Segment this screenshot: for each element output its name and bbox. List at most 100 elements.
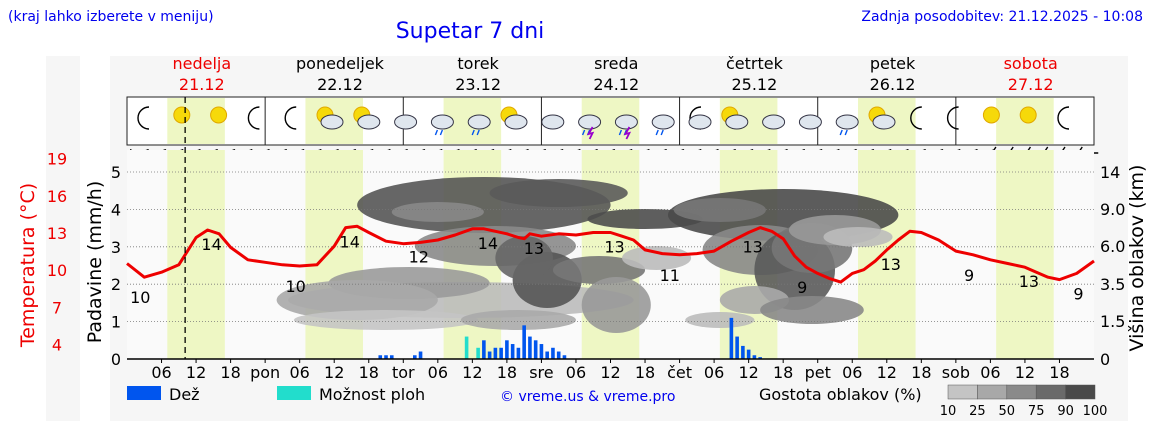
rain-drop	[476, 129, 480, 136]
rain-drop	[618, 129, 623, 136]
moon-shape	[1057, 106, 1070, 130]
precip-bar	[758, 357, 762, 359]
cloud-density-level: 50	[999, 404, 1016, 419]
cloud-blob	[293, 310, 479, 330]
showers-legend-swatch	[277, 386, 311, 400]
rain-drop	[655, 129, 659, 136]
x-axis-ticks: 06 12 18 pon 06 12 18 tor 06 12 18 sre 06 12 18 čet 06 12…	[151, 359, 1070, 382]
precip-tick: 3	[111, 238, 121, 257]
lightning-bolt	[586, 126, 595, 140]
cloud-icon	[541, 114, 565, 130]
temperature-label: 11	[660, 266, 680, 285]
precip-bar	[464, 336, 469, 359]
temperature-label: 14	[478, 234, 498, 253]
rain-legend-label: Dež	[169, 385, 200, 404]
cloud-height-tick: 1.5	[1100, 312, 1125, 331]
sun-disc	[982, 106, 1000, 124]
precip-bar	[545, 351, 549, 359]
precip-bar	[384, 355, 388, 359]
x-tick-label: 18	[220, 363, 240, 382]
temperature-label: 13	[881, 255, 901, 274]
temperature-label: 13	[524, 239, 544, 258]
x-tick-label: pet	[805, 363, 831, 382]
moon-cloud-icon	[688, 106, 712, 130]
x-tick-label: 18	[773, 363, 793, 382]
cloud-density-swatch	[1065, 384, 1096, 400]
cloud-blob	[489, 179, 628, 207]
precip-bar	[735, 336, 739, 359]
precip-bar	[522, 325, 526, 359]
x-tick-label: 18	[359, 363, 379, 382]
x-tick-label: sob	[942, 363, 970, 382]
x-tick-label: 12	[1015, 363, 1035, 382]
cloud-height-tick: 14	[1100, 163, 1120, 182]
temperature-label: 9	[797, 278, 807, 297]
rain-drop	[839, 129, 843, 136]
cloud-blob	[552, 256, 646, 284]
temperature-label: 14	[201, 235, 221, 254]
moon-icon	[1057, 106, 1070, 130]
precip-bar	[499, 347, 503, 359]
temperature-tick: 13	[47, 224, 67, 243]
sun-cloud-icon	[316, 106, 344, 130]
x-tick-label: 12	[462, 363, 482, 382]
daylight-band	[996, 150, 1054, 359]
temperature-tick: 10	[47, 261, 67, 280]
x-tick-label: 12	[324, 363, 344, 382]
temperature-labels: 10 14 10 14 12 14 13 13 11 13 9 13 9 13 9	[130, 233, 1083, 308]
cloud-shape	[688, 114, 712, 130]
cloud-height-axis-title: Višina oblakov (km)	[1126, 165, 1148, 352]
moon-icon	[284, 106, 297, 130]
x-tick-label: 18	[497, 363, 517, 382]
rain-drop	[660, 129, 664, 136]
precip-bar	[505, 340, 509, 359]
x-tick-label: 12	[738, 363, 758, 382]
cloud-shape	[578, 114, 602, 130]
sun-icon	[1019, 106, 1037, 124]
temperature-label: 9	[964, 266, 974, 285]
rain-cloud-icon	[835, 114, 859, 136]
cloud-density-level: 100	[1083, 404, 1108, 419]
moon-icon	[946, 106, 959, 130]
day-date: 23.12	[455, 75, 501, 94]
sun-icon	[982, 106, 1000, 124]
precip-bar	[729, 317, 734, 359]
cloud-shape	[357, 114, 381, 130]
cloud-blob	[621, 246, 692, 270]
cloud-density-swatch	[1006, 384, 1037, 400]
temperature-label: 10	[285, 277, 305, 296]
cloud-shape	[798, 114, 822, 130]
temperature-label: 13	[1019, 272, 1039, 291]
precip-bar	[562, 355, 567, 359]
cloud-density-level: 10	[940, 404, 957, 419]
cloud-density	[276, 177, 899, 333]
rain-drop	[581, 129, 586, 136]
storm-icon	[614, 114, 638, 140]
x-tick-label: 06	[428, 363, 448, 382]
precip-bar	[533, 340, 538, 359]
day-name: sreda	[594, 54, 638, 73]
precip-bar	[476, 347, 480, 359]
weather-icons	[137, 106, 1070, 140]
cloud-height-tick: 0	[1100, 350, 1110, 369]
cloud-shape	[651, 114, 675, 130]
precip-bar	[482, 340, 486, 359]
day-date: 27.12	[1008, 75, 1054, 94]
precip-bar	[510, 344, 515, 359]
x-tick-label: sre	[529, 363, 553, 382]
location-hint[interactable]: (kraj lahko izberete v meniju)	[8, 9, 214, 25]
x-tick-label: 06	[980, 363, 1000, 382]
rain-drop	[471, 129, 475, 136]
moon-icon	[137, 106, 150, 130]
cloud-shape	[835, 114, 859, 130]
precip-bar	[412, 355, 417, 359]
day-name: petek	[870, 54, 916, 73]
temperature-label: 10	[130, 288, 150, 307]
credit-link[interactable]: © vreme.us & vreme.pro	[500, 389, 675, 405]
precip-bar	[746, 349, 751, 359]
precip-bar	[487, 351, 492, 359]
x-tick-label: 18	[635, 363, 655, 382]
day-date: 25.12	[731, 75, 777, 94]
temperature-tick: 16	[47, 187, 67, 206]
cloud-blob	[391, 202, 484, 222]
